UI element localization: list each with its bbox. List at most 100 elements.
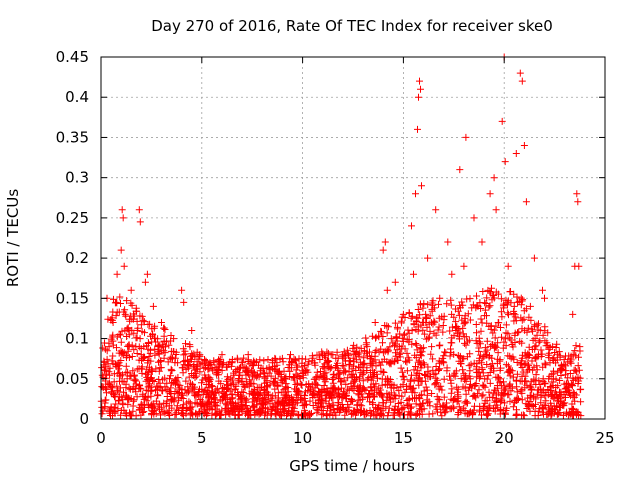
roti-point (484, 372, 492, 380)
roti-point (120, 406, 128, 414)
roti-point (214, 358, 222, 365)
roti-point (497, 382, 505, 390)
roti-point (518, 377, 526, 385)
roti-point (397, 364, 405, 372)
roti-point (511, 339, 519, 346)
roti-point (398, 345, 406, 353)
roti-point (418, 361, 426, 369)
roti-point (432, 370, 440, 378)
roti-point (417, 85, 424, 93)
roti-point (103, 370, 111, 378)
roti-point (364, 375, 372, 383)
roti-point (466, 367, 474, 375)
roti-point (517, 361, 525, 369)
roti-point (241, 363, 249, 371)
roti-point (326, 403, 334, 411)
roti-point (140, 343, 148, 351)
roti-point (416, 401, 424, 409)
roti-point (552, 384, 560, 391)
roti-point (146, 380, 153, 388)
roti-point (456, 166, 464, 174)
roti-point (372, 380, 380, 388)
roti-point (558, 365, 566, 373)
roti-point (529, 366, 537, 374)
roti-point (128, 353, 136, 360)
roti-point (424, 363, 432, 371)
roti-point (186, 341, 194, 349)
roti-point (354, 383, 362, 391)
roti-point (123, 375, 131, 383)
roti-point (521, 349, 529, 357)
roti-point (238, 375, 246, 383)
roti-point (186, 358, 194, 366)
roti-point (508, 367, 516, 375)
roti-point (377, 410, 385, 418)
roti-point (119, 401, 127, 409)
roti-point (530, 363, 538, 371)
roti-point (136, 218, 144, 226)
roti-point (374, 404, 382, 412)
roti-point (154, 348, 162, 356)
roti-point (349, 378, 357, 386)
roti-point (375, 384, 383, 392)
roti-point (256, 367, 264, 375)
roti-point (487, 362, 495, 370)
roti-point (505, 311, 512, 319)
roti-point (420, 319, 428, 326)
roti-point (391, 319, 399, 327)
roti-point (217, 380, 225, 388)
roti-point (245, 382, 253, 390)
roti-point (483, 397, 491, 405)
roti-point (180, 351, 188, 359)
roti-point (160, 354, 168, 362)
roti-point (159, 376, 167, 384)
roti-point (244, 411, 252, 419)
roti-point (274, 381, 282, 389)
roti-point (107, 412, 114, 419)
roti-point (359, 377, 367, 385)
roti-point (440, 406, 448, 414)
roti-point (457, 375, 465, 383)
roti-point (448, 310, 456, 318)
roti-point (456, 328, 464, 336)
roti-point (370, 386, 378, 394)
roti-point (408, 222, 415, 230)
roti-point (358, 402, 366, 410)
roti-point (293, 361, 300, 369)
roti-point (192, 391, 200, 399)
roti-point (519, 368, 527, 376)
roti-point (422, 383, 430, 391)
roti-point (345, 367, 353, 375)
roti-point (236, 395, 244, 403)
roti-point (454, 385, 462, 393)
roti-point (260, 357, 268, 365)
roti-point (554, 350, 562, 358)
roti-point (210, 399, 218, 407)
roti-point (164, 409, 172, 416)
roti-point (409, 384, 417, 392)
roti-point (160, 338, 168, 346)
roti-point (461, 314, 469, 322)
roti-point (401, 388, 409, 396)
roti-point (221, 406, 229, 414)
roti-point (424, 334, 432, 342)
roti-point (192, 409, 200, 417)
roti-point (338, 377, 346, 385)
roti-point (124, 324, 132, 332)
roti-point (149, 403, 157, 411)
roti-point (239, 401, 247, 409)
roti-point (167, 390, 175, 398)
roti-point (244, 351, 252, 359)
roti-point (525, 361, 532, 369)
roti-point (100, 357, 108, 365)
roti-point (496, 410, 504, 418)
roti-point (345, 360, 353, 368)
roti-point (141, 278, 149, 286)
roti-point (420, 387, 428, 395)
roti-point (152, 386, 159, 394)
roti-point (129, 383, 137, 391)
roti-point (552, 344, 560, 351)
roti-point (157, 411, 164, 419)
roti-point (360, 354, 368, 362)
roti-point (473, 329, 480, 337)
